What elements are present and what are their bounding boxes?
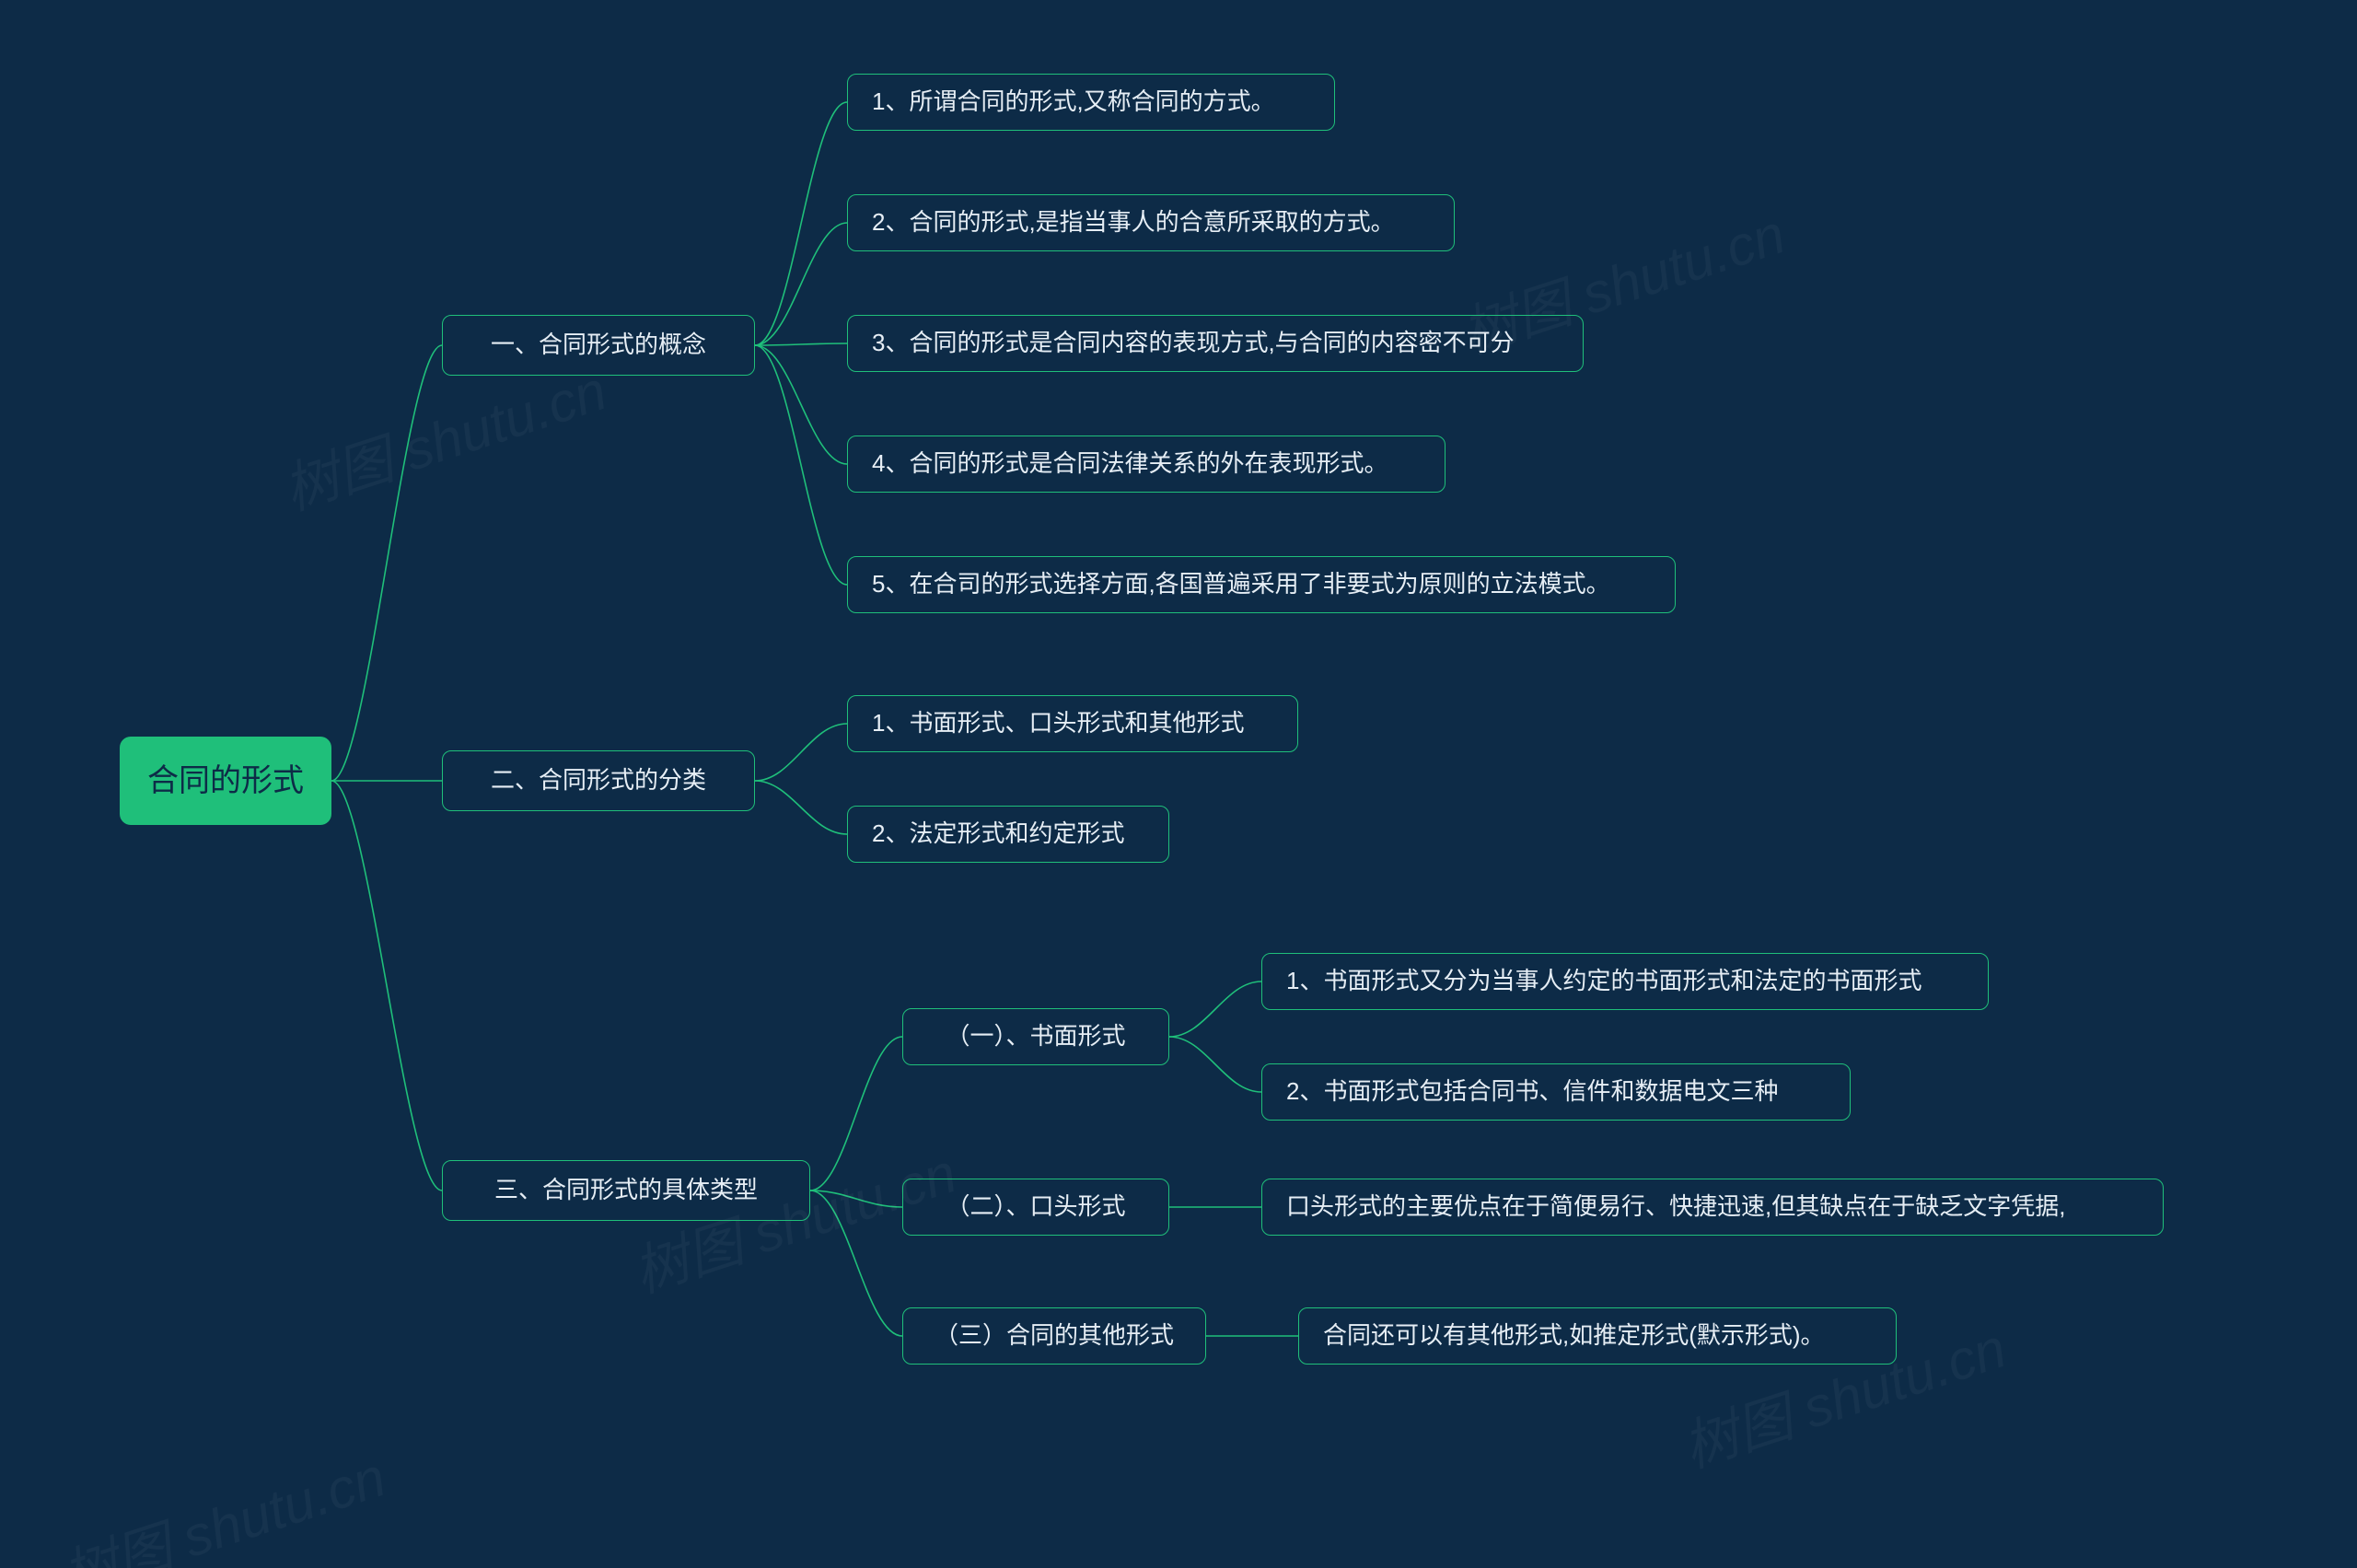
leaf-b1c3[interactable]: 3、合同的形式是合同内容的表现方式,与合同的内容密不可分 [847, 315, 1584, 372]
leaf-b2c1[interactable]: 1、书面形式、口头形式和其他形式 [847, 695, 1298, 752]
sub-oral-form[interactable]: （二）、口头形式 [902, 1179, 1169, 1236]
watermark: 树图 shutu.cn [51, 1433, 394, 1568]
leaf-b1c5[interactable]: 5、在合司的形式选择方面,各国普遍采用了非要式为原则的立法模式。 [847, 556, 1676, 613]
leaf-b3s1c2[interactable]: 2、书面形式包括合同书、信件和数据电文三种 [1261, 1063, 1851, 1121]
root-node[interactable]: 合同的形式 [120, 737, 331, 825]
leaf-b1c1[interactable]: 1、所谓合同的形式,又称合同的方式。 [847, 74, 1335, 131]
sub-other-form[interactable]: （三）合同的其他形式 [902, 1307, 1206, 1365]
mindmap-canvas: 树图 shutu.cn 树图 shutu.cn 树图 shutu.cn 树图 s… [0, 0, 2357, 1568]
leaf-b3s2c1[interactable]: 口头形式的主要优点在于简便易行、快捷迅速,但其缺点在于缺乏文字凭据, [1261, 1179, 2164, 1236]
branch-classification[interactable]: 二、合同形式的分类 [442, 750, 755, 811]
branch-types[interactable]: 三、合同形式的具体类型 [442, 1160, 810, 1221]
leaf-b2c2[interactable]: 2、法定形式和约定形式 [847, 806, 1169, 863]
branch-concept[interactable]: 一、合同形式的概念 [442, 315, 755, 376]
leaf-b1c4[interactable]: 4、合同的形式是合同法律关系的外在表现形式。 [847, 436, 1446, 493]
leaf-b3s1c1[interactable]: 1、书面形式又分为当事人约定的书面形式和法定的书面形式 [1261, 953, 1989, 1010]
leaf-b3s3c1[interactable]: 合同还可以有其他形式,如推定形式(默示形式)。 [1298, 1307, 1897, 1365]
leaf-b1c2[interactable]: 2、合同的形式,是指当事人的合意所采取的方式。 [847, 194, 1455, 251]
sub-written-form[interactable]: （一）、书面形式 [902, 1008, 1169, 1065]
